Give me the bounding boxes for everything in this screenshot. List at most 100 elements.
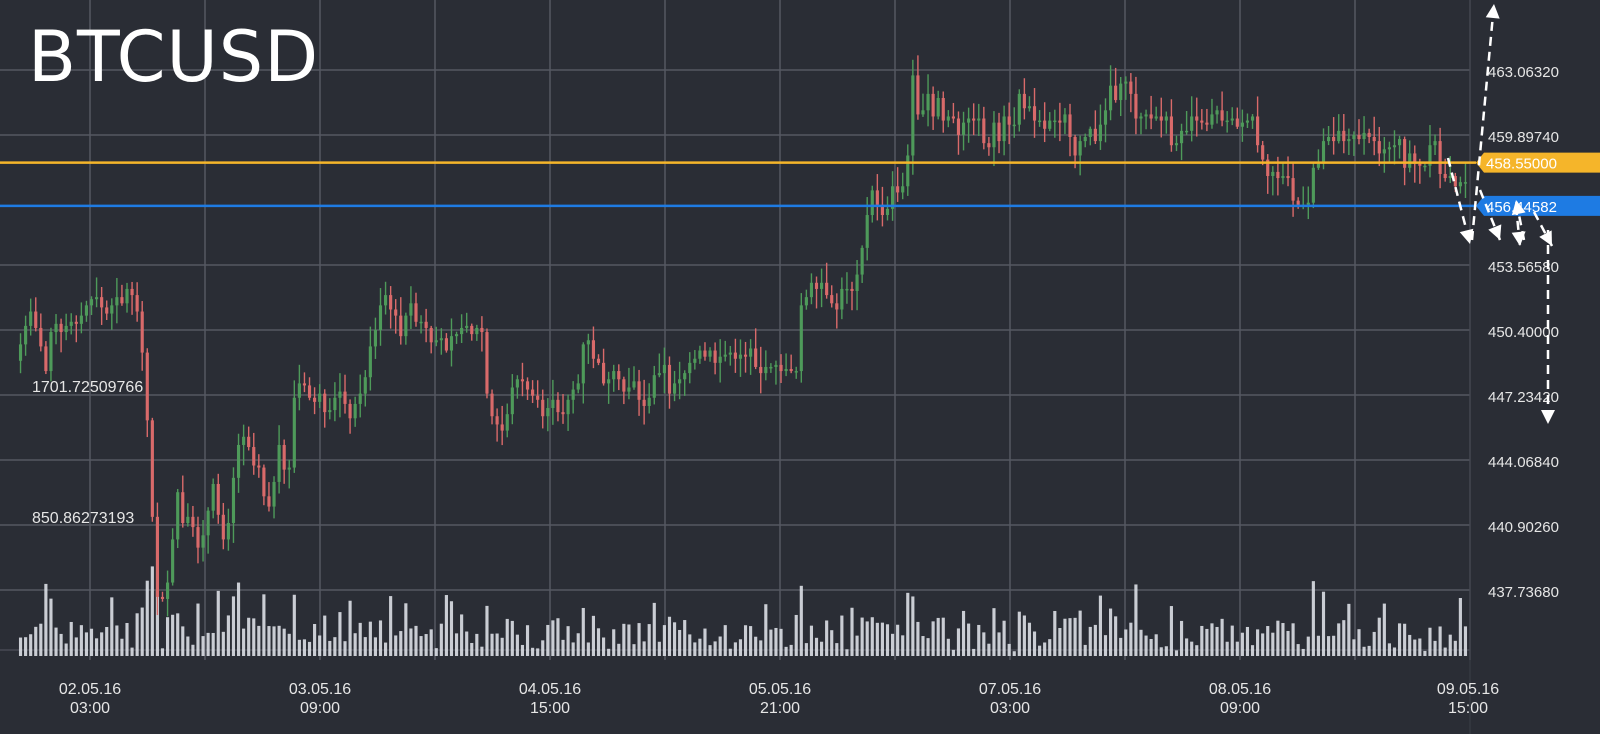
volume-bar (145, 580, 149, 656)
volume-bar (257, 625, 261, 656)
candle-body (1002, 116, 1006, 142)
candle-body (267, 496, 271, 507)
volume-bar (875, 622, 879, 656)
volume-bar (525, 625, 530, 656)
volume-bar (1271, 632, 1275, 656)
volume-bar (617, 643, 621, 656)
candle-body (1261, 145, 1265, 160)
candle-body (460, 327, 464, 335)
candle-body (890, 186, 895, 209)
candle-body (880, 204, 884, 216)
candle-body (1266, 159, 1270, 177)
volume-bar (130, 647, 134, 656)
volume-bar (1327, 636, 1331, 656)
candle-body (1230, 118, 1234, 121)
candle-body (155, 516, 159, 597)
candle-body (186, 516, 190, 524)
volume-bar (591, 615, 596, 656)
volume-bar (531, 647, 535, 656)
candle-body (44, 346, 48, 372)
candle-body (1108, 85, 1113, 111)
volume-bar (1408, 634, 1412, 656)
volume-bar (566, 626, 570, 656)
volume-bar (622, 623, 626, 656)
candle-body (1205, 122, 1209, 125)
candle-body (242, 436, 246, 445)
candle-body (794, 371, 798, 373)
candle-body (1038, 120, 1042, 123)
volume-bar (292, 594, 296, 656)
candle-body (1372, 136, 1376, 142)
candle-body (257, 465, 261, 468)
candle-body (69, 321, 73, 326)
volume-bar (840, 615, 844, 656)
volume-bar (1190, 641, 1194, 656)
volume-bar (738, 639, 743, 656)
candle-body (1098, 124, 1103, 142)
candle-body (1048, 120, 1052, 129)
volume-bar (1114, 616, 1118, 656)
candle-body (1017, 93, 1021, 125)
candle-body (1418, 163, 1422, 166)
volume-bar (723, 625, 727, 656)
candle-body (1240, 122, 1244, 127)
volume-bar (1164, 646, 1168, 656)
candle-body (328, 410, 332, 413)
volume-bar (835, 643, 839, 656)
volume-bar (1002, 620, 1006, 656)
volume-bar (1463, 626, 1468, 656)
candle-body (404, 315, 408, 337)
candle-body (672, 383, 677, 394)
candle-body (1423, 165, 1427, 168)
volume-bar (150, 566, 154, 656)
candle-body (946, 116, 950, 121)
arrow-head (1485, 4, 1500, 19)
candle-body (1316, 163, 1321, 168)
candle-body (531, 389, 535, 396)
candle-body (708, 350, 712, 357)
candle-body (1433, 141, 1437, 146)
volume-bar (39, 623, 43, 656)
volume-axis-labels: 1701.72509766 850.86273193 (32, 379, 143, 527)
candle-body (500, 424, 504, 431)
volume-bar (1169, 606, 1173, 656)
volume-bar (885, 624, 890, 656)
volume-bar (820, 641, 824, 656)
candle-body (972, 118, 976, 121)
candle-body (1367, 132, 1371, 137)
volume-bar (764, 604, 768, 656)
candle-body (439, 338, 443, 341)
volume-bar (1134, 584, 1138, 656)
x-tick-date: 07.05.16 (979, 681, 1041, 698)
volume-bar (789, 644, 793, 656)
volume-bar (510, 620, 514, 656)
candle-body (1408, 153, 1412, 168)
volume-bar (1397, 623, 1402, 656)
candle-body (1058, 120, 1062, 123)
candle-body (399, 315, 403, 337)
volume-bar (475, 633, 479, 656)
volume-bar (931, 621, 935, 656)
volume-bar (460, 614, 464, 656)
candle-body (536, 395, 540, 400)
candle-body (1392, 145, 1397, 148)
candle-body (860, 247, 864, 275)
volume-bar (1235, 641, 1239, 656)
volume-bar (155, 590, 159, 656)
volume-bar (1296, 644, 1300, 656)
candle-body (541, 399, 545, 417)
candle-body (1164, 116, 1168, 121)
volume-bar (120, 638, 124, 656)
volume-bar (409, 628, 413, 656)
candle-body (1007, 116, 1011, 125)
y-tick-label: 453.56580 (1488, 259, 1559, 276)
candle-body (59, 323, 63, 333)
candle-body (115, 297, 119, 306)
volume-bar (799, 585, 803, 656)
candle-body (79, 315, 83, 324)
volume-bar (69, 621, 73, 656)
candle-body (779, 364, 783, 372)
candle-body (820, 282, 824, 289)
x-tick-time: 09:00 (1220, 700, 1260, 717)
